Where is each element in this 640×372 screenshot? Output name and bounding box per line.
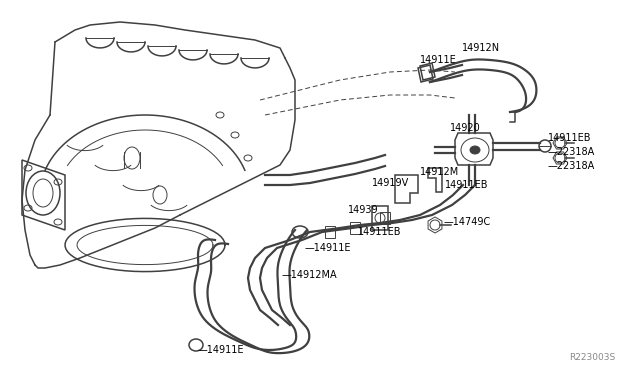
Text: —14911E: —14911E (198, 345, 244, 355)
Text: 14939: 14939 (348, 205, 379, 215)
Text: —14749C: —14749C (444, 217, 492, 227)
Text: —14911E: —14911E (305, 243, 351, 253)
Text: 14912M: 14912M (420, 167, 460, 177)
Ellipse shape (470, 146, 480, 154)
Text: 14911EB: 14911EB (445, 180, 488, 190)
Text: 14920: 14920 (450, 123, 481, 133)
Text: 14912N: 14912N (462, 43, 500, 53)
Text: R223003S: R223003S (569, 353, 615, 362)
Text: 14911EB: 14911EB (548, 133, 591, 143)
Text: —22318A: —22318A (548, 147, 595, 157)
Text: 14919V: 14919V (372, 178, 409, 188)
Text: 14911EB: 14911EB (358, 227, 401, 237)
Text: —22318A: —22318A (548, 161, 595, 171)
Text: 14911E: 14911E (420, 55, 457, 65)
Text: —14912MA: —14912MA (282, 270, 338, 280)
